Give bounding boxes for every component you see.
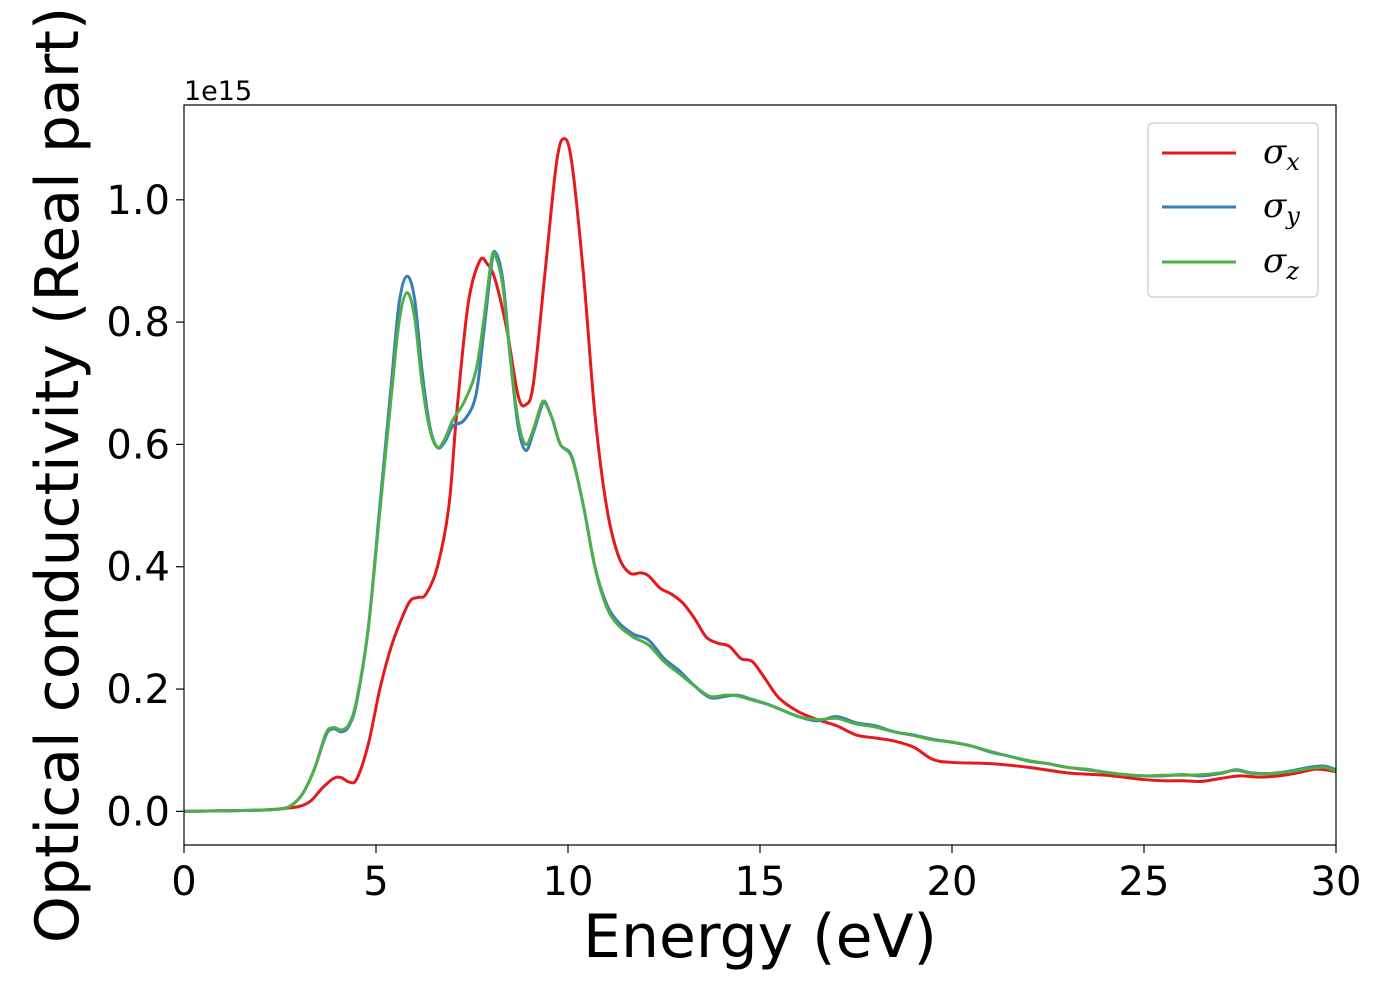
y-tick-label: 0.6 <box>106 422 170 468</box>
x-tick-label: 30 <box>1311 859 1362 905</box>
series-line-sigma-z <box>184 250 1336 813</box>
series-layer <box>184 137 1336 813</box>
legend-label-sigma-z: σz <box>1263 241 1299 285</box>
y-axis: 0.0 0.2 0.4 0.6 0.8 1.0 <box>106 178 184 835</box>
y-tick-label: 0.4 <box>106 545 170 591</box>
x-axis-title: Energy (eV) <box>583 902 937 972</box>
legend-label-sigma-y: σy <box>1263 186 1300 230</box>
y-tick-label: 0.2 <box>106 667 170 713</box>
legend-label-sigma-x: σx <box>1263 132 1300 176</box>
x-tick-label: 20 <box>927 859 978 905</box>
x-tick-label: 25 <box>1119 859 1170 905</box>
y-tick-label: 0.8 <box>106 300 170 346</box>
x-tick-label: 15 <box>735 859 786 905</box>
x-tick-label: 10 <box>543 859 594 905</box>
y-offset-label: 1e15 <box>184 76 252 107</box>
legend-box <box>1147 122 1319 298</box>
x-tick-label: 0 <box>171 859 196 905</box>
legend: σx σy σz <box>1147 122 1319 298</box>
y-tick-label: 0.0 <box>106 789 170 835</box>
x-tick-label: 5 <box>363 859 388 905</box>
y-tick-label: 1.0 <box>106 178 170 224</box>
series-line-sigma-x <box>184 137 1336 813</box>
y-axis-title: Optical conductivity (Real part) <box>23 7 93 944</box>
x-axis: 0 5 10 15 20 25 30 <box>171 845 1361 905</box>
